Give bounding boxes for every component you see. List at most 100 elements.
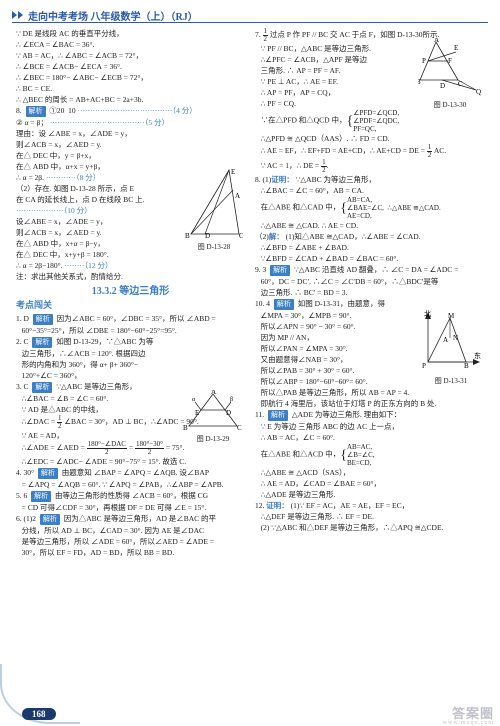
- text-line: 9. 3 解析 ∵△ABC 沿直线 AD 翻叠，∴ ∠C = DA = ∠ADC…: [255, 264, 484, 276]
- svg-text:N: N: [453, 334, 458, 342]
- svg-text:A: A: [434, 38, 439, 44]
- text-line: 注：求出其他关系式，酌情给分.: [16, 271, 245, 282]
- text-line: ∵ AC = 1，∴ DE = 12.: [255, 159, 484, 174]
- text-line: 所以△PAB 是等边三角形，所以 AB = AP = 4.: [255, 387, 484, 398]
- right-column: A E P F B D C Q 图 D-13-30 北 M A: [255, 28, 484, 704]
- text-line: 30°，所以 EF = FD，AD = BD，所以 BB = BD.: [16, 547, 245, 558]
- svg-text:D: D: [440, 82, 445, 90]
- text-line: ② α = β； ·······························…: [16, 117, 245, 128]
- text-line: ∴ △BEC 的周长 = AB+AC+BC = 2a+3b.: [16, 94, 245, 105]
- figure-caption: 图 D-13-28: [185, 242, 243, 253]
- text-line: ∵ E 为等边 三角形 ABC 的边 AC 上一点，: [255, 421, 484, 432]
- text-line: 8. 解析 ①20 10 ···························…: [16, 105, 245, 117]
- text-line: ∴ AE = EF，∴ EF+FD = AE+CD，∴ AE+CD = DE =…: [255, 144, 484, 159]
- text-line: 5. 6 解析 由等边三角形的性质得 ∠ACB = 60°，根据 CG: [16, 490, 245, 502]
- section-title: 13.3.2 等边三角形: [16, 286, 245, 297]
- svg-text:B: B: [464, 362, 469, 370]
- text-line: 即航行 4 海里后，该站位于灯塔 P 的正东方向的 B 处.: [255, 398, 484, 409]
- text-line: （2)解： (1)知△ABE ≅△CAD，∴∠ABE = ∠CAD.: [255, 231, 484, 242]
- text-line: ∴△ABE ≅ △CAD. ∴ AE = CD.: [255, 220, 484, 231]
- svg-text:β: β: [230, 397, 233, 403]
- text-line: ∴ AE = AD，∠CAD = ∠BAE = 60°，: [255, 478, 484, 489]
- page-header: 走向中考考场 八年级数学（上）（RJ）: [12, 8, 488, 22]
- figure-d-13-31: 北 M A N P B 东 图 D-13-31: [420, 310, 482, 387]
- chevron-icon: [18, 11, 23, 19]
- figure-caption: 图 D-13-29: [183, 434, 243, 445]
- text-line: (2) ∵△ABC 和△DEF 是等边三角形，∴△APQ ≅△CDE.: [255, 522, 484, 533]
- text-line: ∴ AB = AC，∠C = 60°.: [255, 432, 484, 443]
- text-line: ∴ ∠BEC = 180°− ∠ABC− ∠ECB = 72°，: [16, 72, 245, 83]
- text-line: 1. D 解析 因为∠ABC = 60°，∠DBC = 35°，所以 ∠ABD …: [16, 313, 245, 325]
- text-line: 6. (1)2 解析 因为△ABC 是等边三角形，AD 是∠BAC 的平: [16, 513, 245, 525]
- text-line: 12. 证明： (1)∵ EF = AC，AE = AE，EF = EC，: [255, 500, 484, 511]
- svg-text:D: D: [226, 409, 231, 417]
- header-rule: [12, 22, 488, 23]
- text-line: ∴ α = 2β−180°. ········（12 分）: [16, 260, 245, 271]
- text-line: 形的内角和为 360°，得 α+ β+ 360°−: [16, 359, 245, 370]
- page-columns: E A B D D C 图 D-13-28 A α β E D B: [16, 28, 484, 704]
- text-line: 11. 解析 △ADE 为等边三角形. 理由如下：: [255, 409, 484, 421]
- svg-text:B: B: [185, 232, 190, 238]
- figure-d-13-28: E A B D D C 图 D-13-28: [185, 168, 243, 253]
- svg-text:B: B: [183, 424, 188, 430]
- text-line: 在△ABE 和△ACD 中，{AB=AC,∠B=∠C,BE=CD,: [255, 443, 484, 467]
- svg-text:P: P: [422, 57, 426, 65]
- watermark-url: www.mxqe.com: [443, 720, 494, 726]
- svg-text:F: F: [448, 57, 452, 65]
- text-line: ∴∠BFD = ∠ABE + ∠BAD.: [255, 242, 484, 253]
- triangle-diagram-28: E A B D D C: [185, 168, 243, 238]
- text-line: 是等边三角形，所以 ∠ADE = 60°，所以∠AED = ∠ADE =: [16, 536, 245, 547]
- text-line: = CD 可得∠CDF = 30°，再根据 DF = DE 可得 ∠E = 15…: [16, 502, 245, 513]
- svg-text:E: E: [195, 409, 199, 417]
- text-line: 8. (1)证明： ∵△ABC 为等边三角形，: [255, 174, 484, 185]
- svg-text:Q: Q: [476, 88, 481, 96]
- svg-text:E: E: [231, 168, 235, 176]
- header-title: 走向中考考场 八年级数学（上）（RJ）: [28, 8, 198, 23]
- section-subhead: 考点闯关: [16, 300, 245, 311]
- text-line: ∴∠EDC = ∠ADC− ∠ADE = 90°−75° = 15°. 故选 C…: [16, 456, 245, 467]
- text-line: 4. 30° 解析 由题意知 ∠BAP = ∠APQ = ∠AQB. 设∠BAP: [16, 467, 245, 479]
- text-line: ∴ ∠ECA = ∠BAC = 36°.: [16, 39, 245, 50]
- figure-caption: 图 D-13-30: [418, 100, 482, 111]
- text-line: ∴ BC = CE.: [16, 83, 245, 94]
- svg-text:M: M: [448, 312, 455, 320]
- svg-text:E: E: [454, 44, 458, 52]
- text-line: 10. 4 解析 如图 D-13-31，由题意，得: [255, 298, 484, 310]
- text-line: ∵∠BFD = ∠CAD + ∠BAD = ∠BAC = 60°.: [255, 253, 484, 264]
- compass-diagram-31: 北 M A N P B 东: [420, 310, 482, 372]
- text-line: ∴△DEF 是等边三角形. ∴ EF = DE.: [255, 511, 484, 522]
- svg-text:C: C: [237, 424, 242, 430]
- text-line: 在△ABE 和△CAD 中，{AB=CA,∠BAE=∠C, ∴△ABE ≅△CA…: [255, 196, 484, 220]
- svg-text:东: 东: [474, 351, 481, 360]
- text-line: 边三角形，∴∠ACB = 120°. 根据四边: [16, 348, 245, 359]
- figure-d-13-29: A α β E D B C 图 D-13-29: [183, 390, 243, 445]
- text-line: 分线，所以 AD ⊥ BC，∠CAD = 30°. 因为 AE 是∠DAC: [16, 525, 245, 536]
- text-line: 则∠ACB = x，∠AED = y.: [16, 139, 245, 150]
- text-line: = ∠APQ = ∠AQB = 60°. ∵ ∠APQ = ∠PAB，∴∠ABP…: [16, 479, 245, 490]
- svg-text:A: A: [235, 192, 240, 200]
- text-line: 理由：设 ∠ABE = x，∠ADE = y，: [16, 128, 245, 139]
- svg-text:D: D: [205, 232, 210, 238]
- text-line: ∵ AB = AC，∴ ∠ABC = ∠ACB = 72°，: [16, 50, 245, 61]
- text-line: 边三角形. ∴ BC′ = BD = 3.: [255, 287, 484, 298]
- text-line: ∴△ADE 是等边三角形.: [255, 489, 484, 500]
- text-line: 120°+∠C = 360°，: [16, 370, 245, 381]
- left-column: E A B D D C 图 D-13-28 A α β E D B: [16, 28, 245, 704]
- svg-text:北: 北: [424, 310, 431, 318]
- svg-text:C: C: [458, 80, 463, 88]
- text-line: ∴△PFD ≅ △QCD（AAS）. ∴ FD = CD.: [255, 133, 484, 144]
- triangle-diagram-29: A α β E D B C: [183, 390, 243, 430]
- figure-d-13-30: A E P F B D C Q 图 D-13-30: [418, 38, 482, 111]
- text-line: ∴ ∠BCE = ∠ACB− ∠ECA = 36°.: [16, 61, 245, 72]
- chevron-icon: [12, 11, 17, 19]
- text-line: 在△ DEC 中，y = β+x，: [16, 150, 245, 161]
- text-line: 60°，DC = DC′. ∴∠C = ∠C′DB = 60°，∴△BDC′是等: [255, 276, 484, 287]
- svg-text:P: P: [422, 362, 426, 370]
- svg-text:C: C: [239, 232, 243, 238]
- text-line: 60°−35°=25°，所以 ∠DBE = 180°−60°−25°=95°.: [16, 325, 245, 336]
- triangle-diagram-30: A E P F B D C Q: [418, 38, 482, 96]
- svg-text:A: A: [443, 336, 448, 344]
- text-line: 2. C 解析 如图 D-13-29，∵△ABC 为等: [16, 336, 245, 348]
- svg-text:A: A: [211, 390, 216, 396]
- svg-text:B: B: [418, 78, 421, 86]
